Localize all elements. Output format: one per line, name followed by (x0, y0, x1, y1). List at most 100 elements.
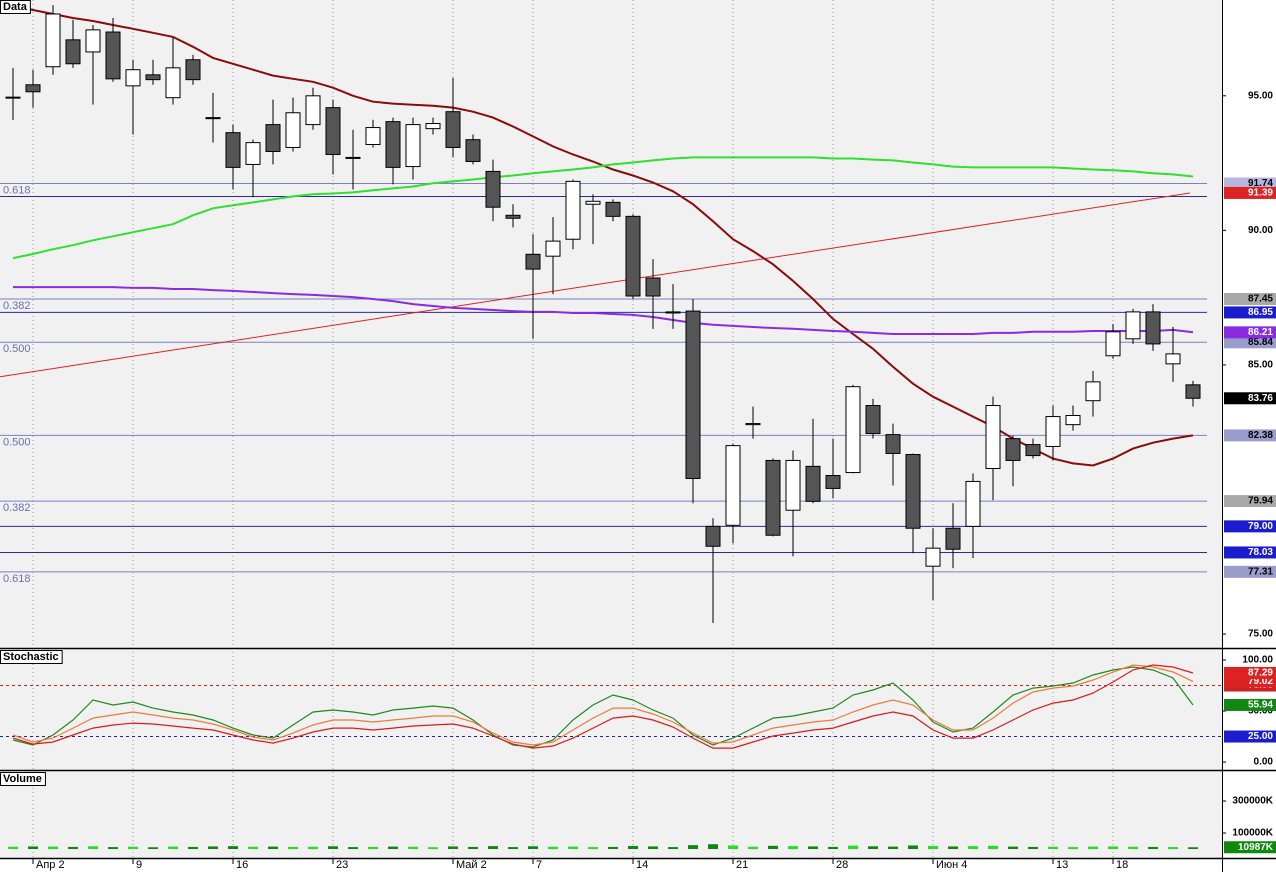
volume-bar (288, 846, 298, 849)
trendline (0, 192, 1191, 378)
candle-body (585, 200, 601, 205)
volume-bar (1048, 846, 1058, 849)
axis-tag (1224, 730, 1276, 743)
axis-tag (1224, 565, 1276, 578)
candle-body (5, 96, 21, 99)
volume-bar (428, 847, 438, 849)
plot-background (0, 0, 1222, 858)
candle-body (545, 240, 561, 257)
volume-bar (508, 847, 518, 849)
axis-tag-label: 78.03 (1248, 547, 1273, 558)
volume-bar (528, 846, 538, 849)
y-tick-label: 300000K (1232, 796, 1273, 807)
axis-tag-label: 86.95 (1248, 307, 1273, 318)
axis-tag (1224, 841, 1276, 854)
candle-body (1165, 353, 1181, 365)
panel-title-box (0, 650, 63, 664)
volume-bar (348, 847, 358, 849)
volume-bar (848, 845, 858, 849)
volume-bar (868, 846, 878, 849)
volume-bar (688, 845, 698, 849)
candle-body (85, 29, 101, 53)
y-tick-label: 95.00 (1248, 90, 1273, 101)
indicator-line (12, 156, 1194, 260)
volume-bar (268, 846, 278, 849)
volume-bar (948, 846, 958, 849)
axis-tag (1224, 336, 1276, 349)
volume-bar (988, 845, 998, 849)
fib-label: 0.618 (3, 184, 31, 196)
volume-bar (708, 844, 718, 849)
axis-tag (1224, 666, 1276, 679)
indicator-line (12, 666, 1194, 748)
fib-label: 0.500 (3, 343, 31, 355)
volume-bar (1028, 846, 1038, 849)
candle-body (245, 142, 261, 165)
candle-body (1085, 381, 1101, 402)
volume-bar (568, 846, 578, 849)
axis-tag-label: 77.31 (1248, 566, 1273, 577)
candle-body (985, 405, 1001, 470)
axis-tag-label: 91.74 (1248, 178, 1273, 189)
volume-bar (968, 846, 978, 849)
volume-bar (128, 846, 138, 849)
x-tick-label: 23 (336, 859, 348, 871)
y-tick-label: 90.00 (1248, 225, 1273, 236)
candle-body (1145, 311, 1161, 345)
candle-body (185, 59, 201, 81)
volume-bar (28, 846, 38, 849)
panel-title: Data (3, 1, 28, 13)
candle-body (1005, 438, 1021, 461)
candle-body (25, 84, 41, 93)
candle-body (45, 13, 61, 68)
volume-bar (728, 845, 738, 849)
x-tick-label: Июн 4 (936, 859, 967, 871)
volume-bar (588, 847, 598, 849)
volume-bar (108, 847, 118, 849)
candle-body (1185, 384, 1201, 399)
volume-bar (68, 846, 78, 849)
candle-body (1065, 414, 1081, 426)
volume-bar (48, 846, 58, 849)
axis-tag-label: 79.00 (1248, 521, 1273, 532)
candle-body (105, 31, 121, 80)
volume-bar (368, 846, 378, 849)
axis-tag (1224, 306, 1276, 319)
y-tick-label: 75.00 (1248, 629, 1273, 640)
x-tick-label: Май 2 (456, 859, 487, 871)
indicator-line (12, 664, 1194, 746)
candle-body (745, 423, 761, 426)
candle-body (625, 215, 641, 297)
candle-body (665, 311, 681, 314)
x-tick-label: 28 (836, 859, 848, 871)
candle-body (1045, 416, 1061, 447)
y-tick-label: 100.00 (1242, 655, 1273, 666)
volume-bar (1128, 846, 1138, 849)
panel-title-box (0, 0, 31, 14)
y-tick-label: 50.00 (1248, 706, 1273, 717)
candle-body (685, 310, 701, 479)
candle-body (65, 39, 81, 65)
candle-body (1105, 331, 1121, 357)
volume-bar (328, 846, 338, 849)
volume-bar (188, 846, 198, 849)
axis-tag-label: 85.84 (1248, 337, 1273, 348)
volume-bar (1108, 846, 1118, 849)
axis-tag-label: 79.94 (1248, 496, 1273, 507)
volume-bar (1008, 846, 1018, 849)
indicator-line (13, 286, 1194, 335)
x-tick-label: 18 (1116, 859, 1128, 871)
candle-body (865, 405, 881, 435)
panel-title: Stochastic (3, 651, 59, 663)
y-tick-label: 100000K (1232, 828, 1273, 839)
volume-bar (808, 846, 818, 849)
candle-body (825, 475, 841, 489)
axis-tag (1224, 326, 1276, 339)
x-tick-label: 13 (1056, 859, 1068, 871)
candle-body (885, 434, 901, 454)
volume-bar (1168, 847, 1178, 849)
volume-bar (828, 846, 838, 849)
y-tick-label: 85.00 (1248, 360, 1273, 371)
candle-body (765, 459, 781, 536)
